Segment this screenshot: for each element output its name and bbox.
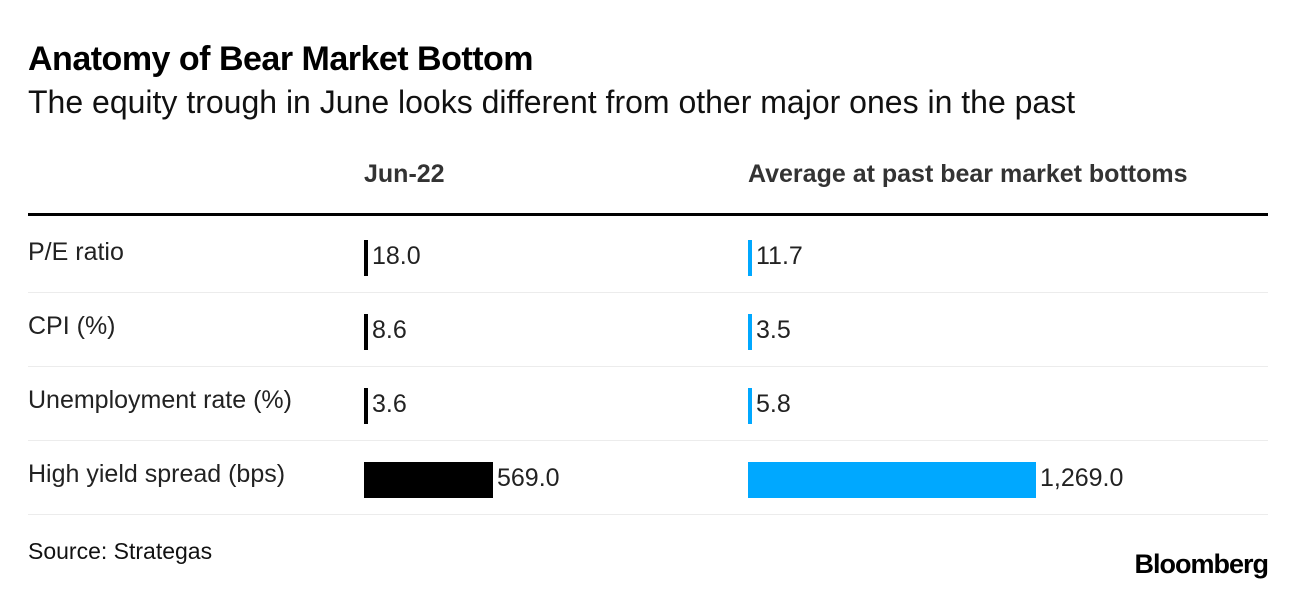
- bar-jun-22: [364, 240, 368, 276]
- row-label: High yield spread (bps): [28, 460, 285, 489]
- value-label-past-average: 5.8: [756, 390, 791, 419]
- table-row: Unemployment rate (%) 3.6 5.8: [28, 366, 1268, 441]
- chart-title: Anatomy of Bear Market Bottom: [28, 40, 533, 79]
- bloomberg-logo: Bloomberg: [1134, 549, 1268, 580]
- column-header-past-average: Average at past bear market bottoms: [748, 160, 1188, 189]
- bar-jun-22: [364, 314, 368, 350]
- value-label-jun-22: 8.6: [372, 316, 407, 345]
- value-label-past-average: 1,269.0: [1040, 464, 1123, 493]
- chart-subtitle: The equity trough in June looks differen…: [28, 84, 1075, 121]
- bar-past-average: [748, 462, 1036, 498]
- bar-past-average: [748, 240, 752, 276]
- value-label-past-average: 3.5: [756, 316, 791, 345]
- bar-past-average: [748, 314, 752, 350]
- source-note: Source: Strategas: [28, 538, 212, 565]
- bar-jun-22: [364, 462, 493, 498]
- table-row: CPI (%) 8.6 3.5: [28, 292, 1268, 367]
- table-row: High yield spread (bps) 569.0 1,269.0: [28, 440, 1268, 515]
- column-header-jun-22: Jun-22: [364, 160, 445, 189]
- table-row: P/E ratio 18.0 11.7: [28, 218, 1268, 293]
- row-label: Unemployment rate (%): [28, 386, 292, 415]
- value-label-jun-22: 18.0: [372, 242, 421, 271]
- value-label-jun-22: 569.0: [497, 464, 560, 493]
- header-divider: [28, 213, 1268, 216]
- row-label: CPI (%): [28, 312, 116, 341]
- value-label-past-average: 11.7: [756, 242, 803, 271]
- row-label: P/E ratio: [28, 238, 124, 267]
- bar-jun-22: [364, 388, 368, 424]
- bar-past-average: [748, 388, 752, 424]
- value-label-jun-22: 3.6: [372, 390, 407, 419]
